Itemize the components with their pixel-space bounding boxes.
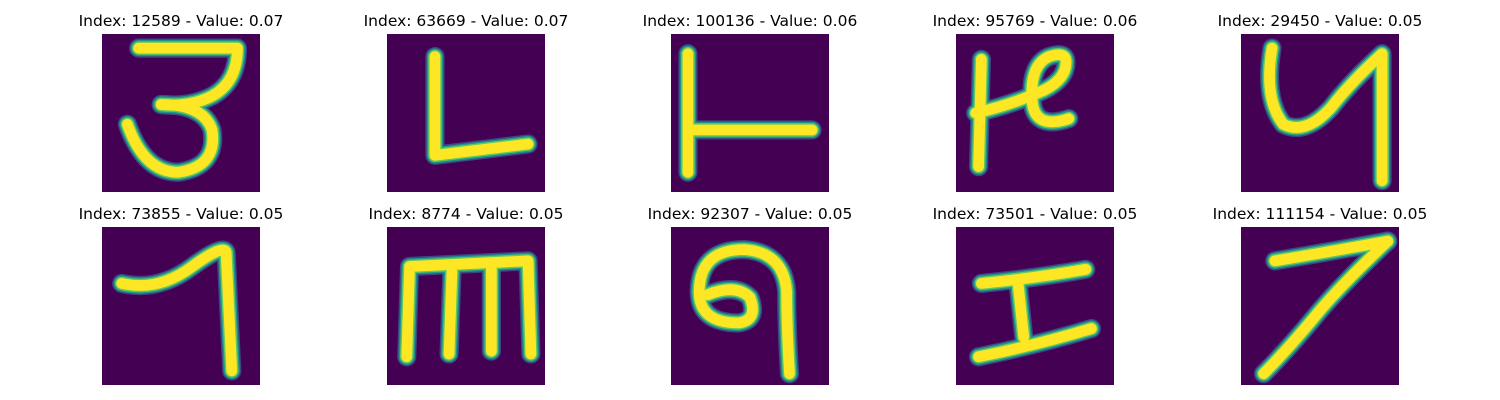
glyph-3-shape — [117, 38, 248, 182]
panel-image-glyph-3 — [102, 34, 260, 192]
glyph-stroke — [973, 323, 1097, 363]
panel-image-glyph-I — [956, 227, 1114, 385]
glyph-stroke — [1269, 235, 1394, 267]
glyph-stroke — [429, 51, 534, 161]
glyph-7-shape — [1253, 231, 1398, 384]
panel-title: Index: 73855 - Value: 0.05 — [78, 205, 284, 223]
glyph-stroke — [401, 255, 537, 363]
glyph-stroke — [116, 244, 238, 377]
glyph-hook-shape — [678, 44, 822, 182]
glyph-stroke — [443, 266, 458, 360]
glyph-y-shape — [1259, 38, 1392, 191]
image-panel-4: Index: 95769 - Value: 0.06 — [933, 12, 1137, 202]
panel-title: Index: 92307 - Value: 0.05 — [647, 205, 853, 223]
glyph-stroke — [1264, 42, 1388, 187]
panel-image-glyph-y — [1241, 34, 1399, 192]
panel-title: Index: 95769 - Value: 0.06 — [932, 12, 1138, 30]
image-panel-2: Index: 63669 - Value: 0.07 — [364, 12, 568, 202]
glyph-stroke — [693, 244, 795, 380]
panel-title: Index: 73501 - Value: 0.05 — [932, 205, 1138, 223]
glyph-stroke — [1012, 278, 1030, 343]
glyph-m-shape — [397, 251, 541, 367]
panel-image-glyph-7 — [1241, 227, 1399, 385]
image-panel-6: Index: 73855 - Value: 0.05 — [79, 205, 283, 395]
image-panel-3: Index: 100136 - Value: 0.06 — [643, 12, 857, 202]
glyph-a-shape — [689, 239, 800, 384]
panel-image-glyph-P — [956, 34, 1114, 192]
glyph-stroke — [1258, 235, 1394, 380]
panel-title: Index: 29450 - Value: 0.05 — [1217, 12, 1423, 30]
panel-title: Index: 100136 - Value: 0.06 — [642, 12, 858, 30]
glyph-stroke — [122, 99, 219, 178]
panel-image-glyph-1 — [102, 227, 260, 385]
panel-title: Index: 8774 - Value: 0.05 — [368, 205, 564, 223]
glyph-stroke — [970, 49, 1075, 128]
image-panel-7: Index: 8774 - Value: 0.05 — [366, 205, 566, 395]
image-panel-1: Index: 12589 - Value: 0.07 — [79, 12, 283, 202]
glyph-L-shape — [425, 46, 538, 165]
glyph-stroke — [693, 284, 758, 329]
glyph-stroke — [976, 263, 1092, 289]
panel-title: Index: 63669 - Value: 0.07 — [363, 12, 569, 30]
glyph-I-shape — [968, 259, 1102, 367]
glyph-P-shape — [966, 45, 1079, 177]
image-panel-10: Index: 111154 - Value: 0.05 — [1213, 205, 1427, 395]
image-panel-5: Index: 29450 - Value: 0.05 — [1218, 12, 1422, 202]
panel-title: Index: 12589 - Value: 0.07 — [78, 12, 284, 30]
image-panel-8: Index: 92307 - Value: 0.05 — [648, 205, 852, 395]
glyph-1-shape — [112, 240, 242, 381]
panel-image-glyph-a — [671, 227, 829, 385]
image-background — [387, 34, 545, 192]
image-panel-9: Index: 73501 - Value: 0.05 — [933, 205, 1137, 395]
panel-image-glyph-m — [387, 227, 545, 385]
panel-image-glyph-L — [387, 34, 545, 192]
panel-image-glyph-hook — [671, 34, 829, 192]
panel-title: Index: 111154 - Value: 0.05 — [1212, 205, 1428, 223]
